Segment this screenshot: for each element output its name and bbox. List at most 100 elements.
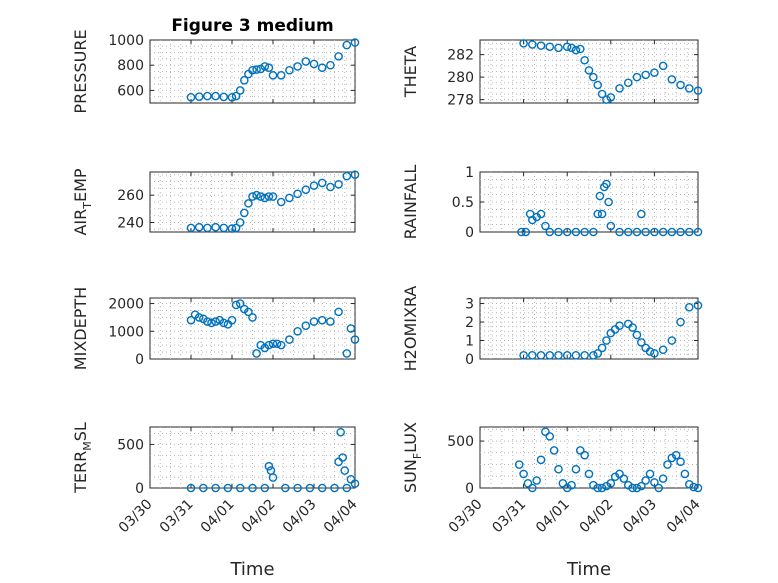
y-tick-label: 240 (117, 215, 144, 231)
data-point (309, 181, 319, 190)
data-point (615, 227, 624, 237)
gridlines (150, 40, 355, 103)
subplot-5: 0 1000 2000 MIXDEPTH (71, 287, 360, 370)
data-point (554, 351, 563, 360)
data-point (309, 59, 319, 69)
data-point (317, 178, 327, 188)
y-tick-label: 0 (465, 352, 474, 368)
data-point (211, 483, 220, 493)
data-point (593, 209, 603, 219)
data-point (223, 483, 233, 493)
data-point (309, 317, 319, 326)
data-point (532, 476, 541, 485)
data-point (571, 464, 581, 474)
data-point (203, 317, 212, 326)
data-point (689, 482, 698, 492)
data-point (593, 80, 603, 90)
data-point (268, 70, 278, 80)
data-series (186, 427, 360, 493)
y-tick-label: 280 (447, 70, 474, 86)
data-point (654, 483, 664, 493)
data-point (231, 300, 241, 310)
data-point (541, 221, 550, 231)
data-point (305, 483, 315, 493)
data-point (207, 318, 216, 328)
data-point (645, 469, 655, 479)
data-point (536, 209, 546, 219)
data-point (597, 483, 607, 493)
data-point (580, 351, 589, 360)
data-point (554, 464, 563, 474)
data-point (264, 340, 274, 350)
x-tick-label: 03/31 (157, 496, 197, 536)
data-point (326, 182, 335, 192)
data-point (268, 192, 278, 201)
data-point (260, 62, 270, 71)
data-point (584, 66, 594, 75)
x-axis-label: Time (566, 559, 611, 580)
data-point (680, 469, 690, 479)
data-point (693, 301, 703, 310)
data-point (606, 479, 616, 488)
data-point (523, 479, 533, 488)
data-point (235, 218, 245, 227)
data-point (562, 351, 572, 360)
data-point (615, 84, 624, 93)
data-point (235, 299, 245, 308)
data-point (637, 338, 646, 347)
data-point (186, 93, 196, 102)
data-point (593, 483, 603, 493)
x-tick-label: 04/01 (198, 496, 238, 536)
data-point (623, 78, 633, 88)
data-point (604, 197, 613, 207)
data-point (248, 192, 257, 201)
data-point (545, 227, 555, 237)
data-point (593, 349, 603, 358)
data-point (340, 466, 350, 475)
x-tick-label: 04/03 (280, 496, 320, 536)
y-tick-label: 2 (465, 315, 474, 331)
data-point (334, 307, 343, 317)
data-point (336, 427, 345, 437)
data-point (211, 91, 220, 101)
data-point (264, 192, 274, 201)
data-point (528, 351, 537, 360)
data-point (632, 72, 642, 82)
data-point (623, 227, 633, 237)
data-point (536, 351, 546, 360)
x-tick-label: 04/02 (239, 496, 279, 536)
y-tick-label: 1000 (108, 33, 144, 49)
y-tick-label: 500 (447, 434, 474, 450)
data-point (632, 483, 642, 493)
data-point (658, 61, 668, 71)
data-point (248, 483, 257, 493)
plot-area (149, 171, 356, 233)
data-point (558, 479, 568, 488)
data-point (514, 460, 524, 469)
gridlines (480, 298, 698, 359)
y-tick-label: 0 (465, 225, 474, 241)
data-point (227, 224, 237, 233)
data-point (186, 483, 196, 493)
data-point (628, 323, 637, 332)
data-point (676, 457, 685, 467)
data-point (350, 170, 360, 180)
data-point (235, 86, 245, 95)
x-tick-label: 03/30 (116, 496, 156, 536)
data-point (293, 189, 302, 199)
data-point (549, 446, 559, 455)
data-point (602, 336, 611, 345)
data-point (615, 321, 624, 331)
data-point (658, 227, 668, 237)
y-tick-label: 800 (117, 58, 144, 74)
data-point (641, 476, 650, 485)
data-point (334, 179, 343, 189)
plot-area (149, 426, 356, 489)
y-tick-label: 600 (117, 83, 144, 99)
data-point (256, 192, 266, 201)
data-series (519, 39, 703, 104)
data-point (326, 317, 335, 326)
data-point (541, 427, 550, 436)
data-point (350, 479, 360, 488)
